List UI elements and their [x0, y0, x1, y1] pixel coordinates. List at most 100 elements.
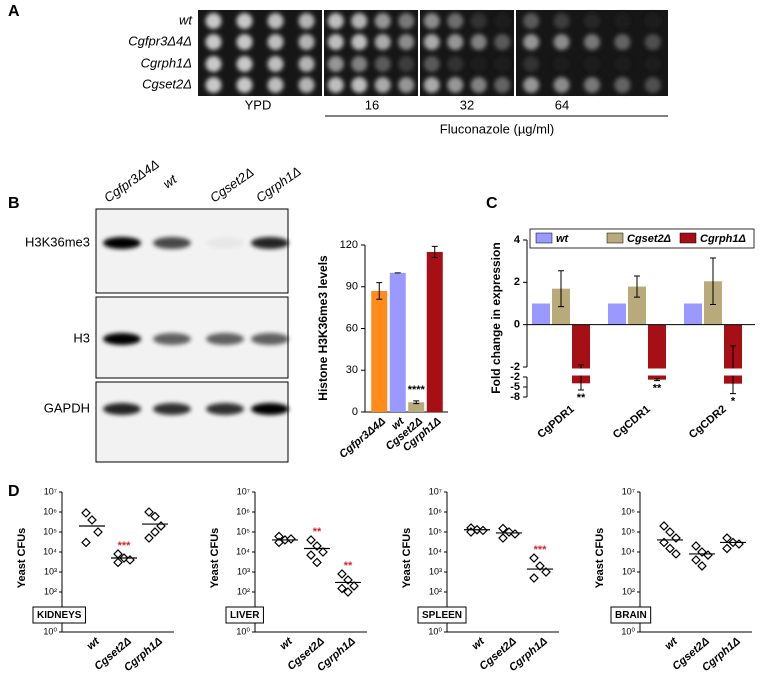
- yeast-spot: [298, 77, 315, 93]
- tissue-label: BRAIN: [615, 610, 647, 621]
- band: [206, 333, 244, 345]
- data-point: [87, 515, 97, 525]
- data-point: [665, 527, 675, 537]
- band: [251, 333, 289, 345]
- band: [153, 403, 191, 415]
- yeast-spot: [374, 13, 391, 29]
- data-point: [93, 527, 103, 537]
- band: [103, 333, 141, 345]
- data-point: [659, 521, 669, 531]
- y-tick-label: 10⁰: [621, 626, 635, 636]
- data-point: [665, 543, 675, 554]
- data-point: [349, 581, 359, 591]
- yeast-spot: [374, 56, 391, 72]
- tissue-label: LIVER: [230, 610, 260, 621]
- yeast-spot: [447, 13, 464, 29]
- error-bar: [634, 275, 640, 298]
- y-tick-label: 10³: [44, 566, 57, 576]
- data-point: [535, 561, 545, 571]
- data-point: [306, 535, 316, 545]
- yeast-spot: [267, 13, 284, 29]
- y-tick-label: 10⁷: [44, 486, 57, 496]
- y-tick-label: 10²: [44, 586, 57, 596]
- y-tick-label: 30: [346, 364, 358, 376]
- yeast-spot: [644, 34, 661, 50]
- yeast-spot: [236, 34, 253, 50]
- yeast-spot: [398, 13, 415, 29]
- y-axis-label: Yeast CFUs: [209, 528, 221, 589]
- legend-swatch: [679, 232, 697, 244]
- yeast-spot: [614, 77, 631, 93]
- yeast-spot: [374, 77, 391, 93]
- data-point: [529, 553, 539, 563]
- y-tick-label: 10⁷: [237, 486, 250, 496]
- yeast-spot: [584, 77, 600, 93]
- yeast-spot: [423, 13, 440, 29]
- antibody-label: H3: [73, 330, 90, 345]
- yeast-spot: [644, 77, 661, 93]
- y-tick-label: 10⁵: [621, 526, 635, 536]
- yeast-spot: [398, 34, 415, 50]
- strain-label: Cgset2Δ: [142, 76, 192, 91]
- yeast-spot: [584, 13, 600, 29]
- legend-swatch: [535, 232, 553, 244]
- yeast-spot: [553, 34, 570, 50]
- data-point: [312, 557, 322, 568]
- yeast-spot: [553, 77, 570, 93]
- tissue-label: SPLEEN: [422, 610, 462, 621]
- strain-label: wt: [179, 12, 193, 27]
- yeast-spot: [267, 77, 284, 93]
- yeast-spot: [236, 77, 253, 93]
- band: [206, 237, 244, 249]
- yeast-spot: [494, 77, 511, 93]
- yeast-spot: [298, 13, 315, 29]
- significance: ***: [534, 544, 548, 556]
- data-point: [81, 508, 91, 518]
- band: [103, 237, 141, 249]
- y-tick-label: 10⁵: [236, 526, 250, 536]
- blot: [95, 381, 289, 463]
- yeast-spot: [494, 56, 511, 72]
- yeast-spot: [351, 34, 368, 50]
- band: [251, 403, 289, 415]
- band: [153, 237, 191, 249]
- yeast-spot: [470, 34, 487, 50]
- yeast-spot: [267, 56, 284, 72]
- yeast-spot: [584, 34, 600, 50]
- yeast-spot: [470, 13, 487, 29]
- axis-break: [528, 368, 756, 376]
- y-tick-label: 120: [340, 239, 358, 251]
- condition-label: YPD: [245, 97, 272, 112]
- y-tick-label: 10²: [429, 586, 442, 596]
- yeast-spot: [423, 34, 440, 50]
- yeast-spot: [470, 56, 487, 72]
- yeast-spot: [298, 34, 315, 50]
- data-point: [722, 543, 732, 554]
- yeast-spot: [236, 13, 253, 29]
- y-tick-label: 10⁷: [622, 486, 635, 496]
- data-point: [343, 575, 353, 585]
- panel-label: B: [8, 195, 20, 212]
- band: [153, 333, 191, 345]
- y-tick-label: -2: [510, 371, 520, 383]
- condition-label: 64: [555, 97, 569, 112]
- yeast-spot: [205, 56, 222, 72]
- y-tick-label: -8: [510, 391, 520, 403]
- error-bar: [376, 282, 383, 300]
- data-point: [144, 533, 154, 543]
- data-point: [671, 549, 681, 559]
- y-tick-label: 10⁶: [621, 506, 635, 516]
- yeast-spot: [205, 13, 222, 29]
- significance: **: [653, 383, 662, 395]
- yeast-spot: [523, 56, 540, 72]
- error-bar: [413, 400, 420, 405]
- y-axis-label: Yeast CFUs: [16, 528, 28, 589]
- legend-label: Cgrph1Δ: [700, 233, 746, 245]
- panel-label: A: [8, 3, 20, 20]
- significance: ***: [118, 540, 132, 552]
- bar: [532, 303, 550, 325]
- y-tick-label: 4: [514, 234, 521, 246]
- y-tick-label: -2: [510, 361, 520, 373]
- y-tick-label: 10³: [622, 566, 635, 576]
